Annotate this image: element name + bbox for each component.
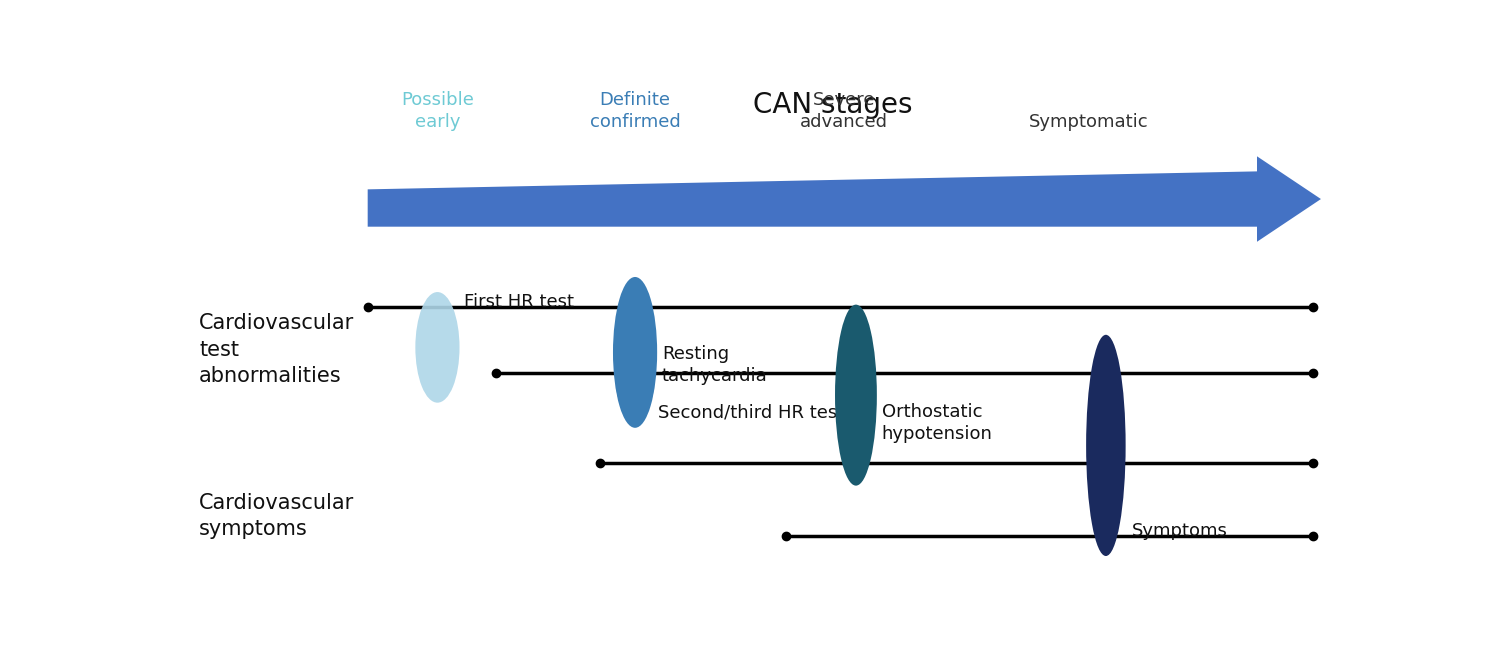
Ellipse shape bbox=[836, 304, 878, 486]
Text: Second/third HR test: Second/third HR test bbox=[658, 404, 844, 422]
Text: First HR test: First HR test bbox=[464, 293, 574, 311]
Text: Possible
early: Possible early bbox=[400, 91, 474, 131]
Ellipse shape bbox=[416, 292, 459, 403]
Text: Symptoms: Symptoms bbox=[1131, 522, 1227, 540]
Ellipse shape bbox=[616, 362, 654, 413]
Text: Symptomatic: Symptomatic bbox=[1029, 113, 1149, 131]
Text: Orthostatic
hypotension: Orthostatic hypotension bbox=[882, 403, 993, 443]
Text: Severe
advanced: Severe advanced bbox=[801, 91, 888, 131]
Ellipse shape bbox=[1086, 335, 1125, 556]
Text: Cardiovascular
symptoms: Cardiovascular symptoms bbox=[200, 492, 354, 539]
Text: Definite
confirmed: Definite confirmed bbox=[590, 91, 681, 131]
Ellipse shape bbox=[614, 277, 657, 428]
Text: Cardiovascular
test
abnormalities: Cardiovascular test abnormalities bbox=[200, 313, 354, 387]
Text: Resting
tachycardia: Resting tachycardia bbox=[662, 345, 768, 385]
Polygon shape bbox=[368, 156, 1322, 242]
Text: CAN stages: CAN stages bbox=[753, 91, 912, 119]
